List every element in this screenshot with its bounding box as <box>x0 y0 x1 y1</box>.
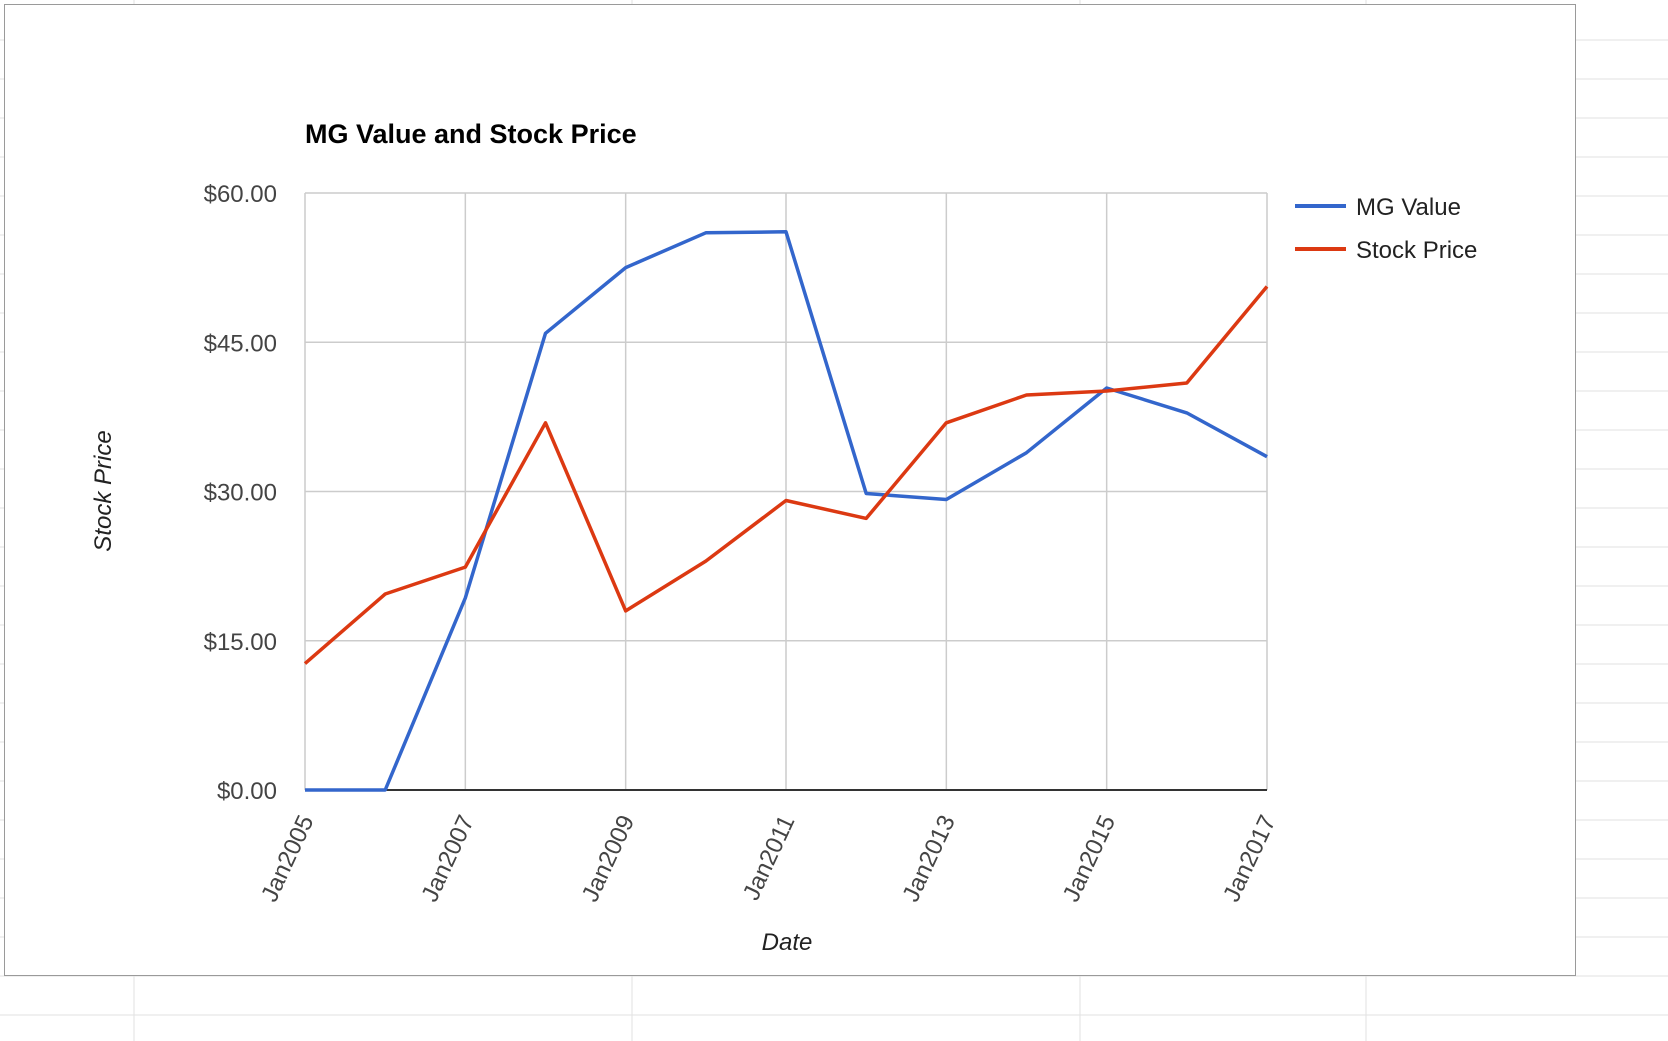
x-tick-label: Jan2009 <box>577 811 640 906</box>
gridlines <box>304 192 1268 790</box>
y-tick-label: $0.00 <box>217 778 277 805</box>
x-axis-ticks: Jan2005 Jan2007 Jan2009 Jan2011 Jan2013 Jan20… <box>256 811 1281 906</box>
x-tick-label: Jan2007 <box>416 811 479 906</box>
chart-title: MG Value and Stock Price <box>305 119 637 149</box>
series-lines <box>303 230 1269 792</box>
series-line-stock-price[interactable] <box>303 285 1269 665</box>
x-tick-label: Jan2005 <box>256 811 319 906</box>
y-tick-label: $45.00 <box>204 330 277 357</box>
chart-container[interactable]: MG Value and Stock Price $0.00 $15.00 $30.… <box>4 4 1576 976</box>
x-tick-label: Jan2015 <box>1058 811 1121 906</box>
series-line-mg-value[interactable] <box>305 230 1268 792</box>
y-tick-label: $30.00 <box>204 480 277 507</box>
legend-label-mg-value: MG Value <box>1356 194 1461 221</box>
y-axis-ticks: $0.00 $15.00 $30.00 $45.00 $60.00 <box>204 181 277 805</box>
legend-item-mg-value[interactable]: MG Value <box>1295 194 1461 221</box>
line-chart: MG Value and Stock Price $0.00 $15.00 $30.… <box>90 119 1477 956</box>
x-tick-label: Jan2011 <box>738 811 801 904</box>
x-tick-label: Jan2017 <box>1218 811 1281 906</box>
legend-item-stock-price[interactable]: Stock Price <box>1295 237 1477 264</box>
y-tick-label: $60.00 <box>204 181 277 208</box>
x-axis-label: Date <box>762 929 813 956</box>
y-axis-label: Stock Price <box>90 430 117 551</box>
legend[interactable]: MG Value Stock Price <box>1295 194 1477 264</box>
y-tick-label: $15.00 <box>204 629 277 656</box>
legend-label-stock-price: Stock Price <box>1356 237 1477 264</box>
x-tick-label: Jan2013 <box>897 811 960 906</box>
